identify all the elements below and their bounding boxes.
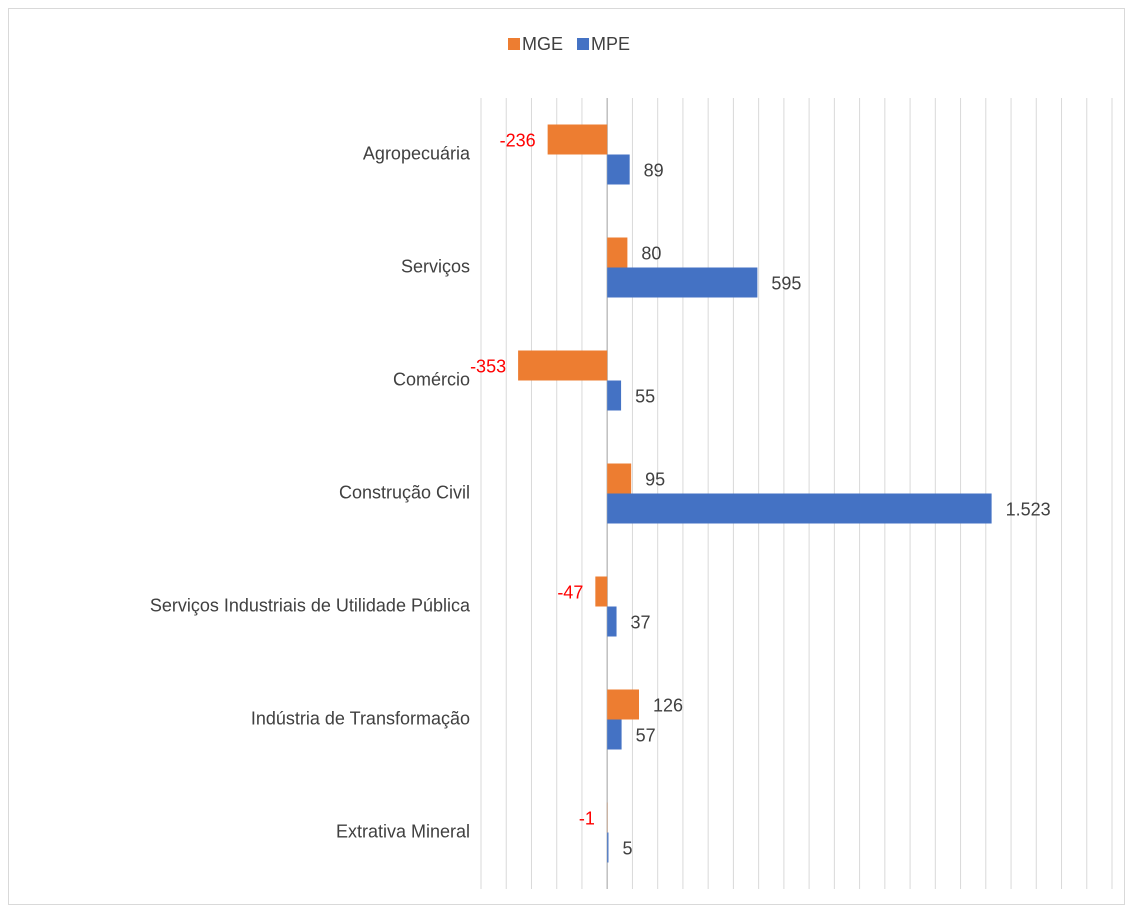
chart-border — [8, 8, 1125, 905]
data-label: 80 — [641, 243, 661, 263]
data-label: 95 — [645, 469, 665, 489]
data-label: -353 — [470, 356, 506, 376]
data-label: 55 — [635, 386, 655, 406]
y-tick-label: Extrativa Mineral — [336, 821, 470, 841]
data-label: 126 — [653, 695, 683, 715]
legend-swatch — [508, 38, 520, 50]
y-tick-label: Serviços Industriais de Utilidade Públic… — [150, 595, 471, 615]
bar — [607, 237, 628, 268]
data-label: 595 — [771, 273, 801, 293]
legend-label: MGE — [522, 34, 563, 54]
bar — [607, 154, 630, 185]
legend-swatch — [577, 38, 590, 50]
y-tick-label: Comércio — [393, 369, 470, 389]
bar — [595, 576, 608, 607]
y-tick-label: Construção Civil — [339, 482, 470, 502]
y-tick-label: Serviços — [401, 256, 470, 276]
data-label: -236 — [500, 130, 536, 150]
data-label: 5 — [622, 838, 632, 858]
data-label: 37 — [631, 612, 651, 632]
legend-label: MPE — [591, 34, 630, 54]
bar — [607, 267, 758, 298]
data-label: 89 — [644, 160, 664, 180]
bar — [607, 606, 617, 637]
bar — [607, 689, 640, 720]
data-label: -1 — [579, 808, 595, 828]
data-label: -47 — [557, 582, 583, 602]
bar — [607, 493, 992, 524]
y-tick-label: Agropecuária — [363, 143, 471, 163]
bar — [607, 463, 632, 494]
data-label: 57 — [636, 725, 656, 745]
bar — [607, 380, 622, 411]
bar — [607, 832, 609, 863]
bar — [607, 719, 622, 750]
bar — [547, 124, 608, 155]
data-label: 1.523 — [1006, 499, 1051, 519]
bar — [518, 350, 608, 381]
y-tick-label: Indústria de Transformação — [251, 708, 470, 728]
